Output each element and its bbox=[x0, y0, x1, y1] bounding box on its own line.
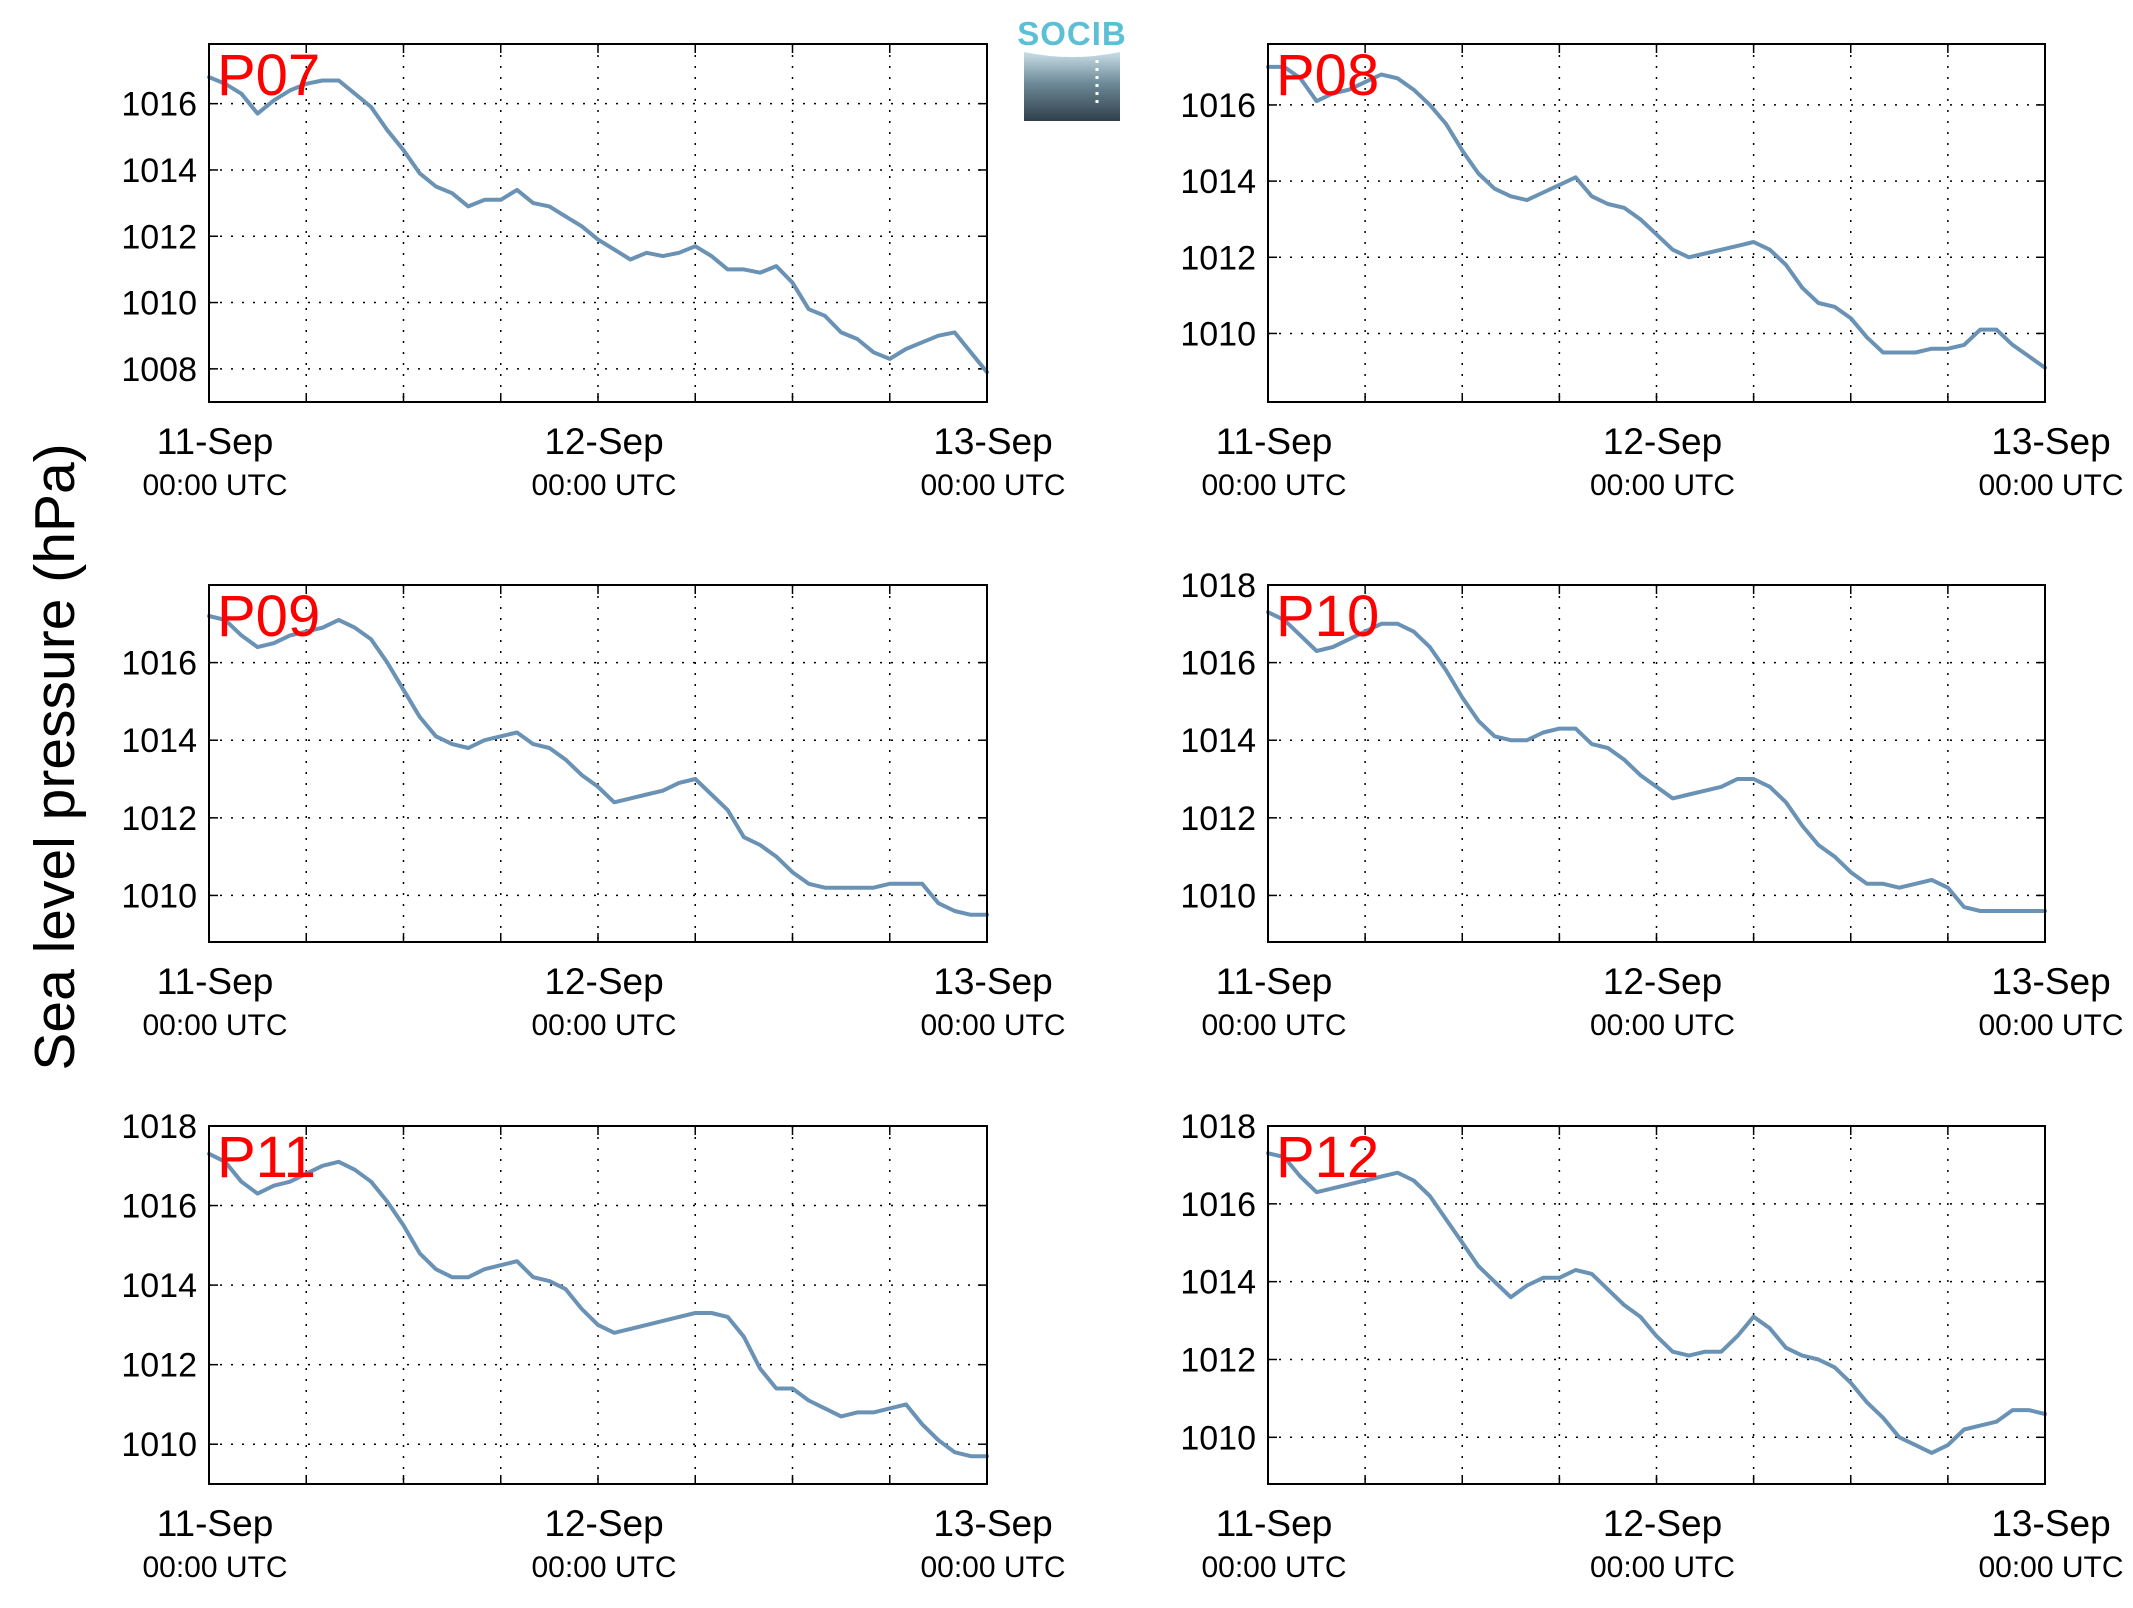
x-tick-date-label: 11-Sep bbox=[1216, 1503, 1333, 1544]
y-tick-label: 1012 bbox=[1180, 800, 1256, 838]
y-tick-label: 1016 bbox=[121, 1188, 197, 1226]
y-tick-label: 1018 bbox=[121, 1108, 197, 1146]
axes-frame bbox=[208, 1125, 988, 1485]
x-tick-time-label: 00:00 UTC bbox=[142, 469, 287, 502]
x-tick-time-label: 00:00 UTC bbox=[920, 1009, 1065, 1042]
logo-text: SOCIB bbox=[1017, 15, 1127, 52]
x-tick-time-label: 00:00 UTC bbox=[1590, 1009, 1735, 1042]
y-tick-label: 1018 bbox=[1180, 1108, 1256, 1146]
series-line-p09 bbox=[207, 614, 989, 917]
series-line-p10 bbox=[1266, 610, 2047, 913]
y-tick-label: 1010 bbox=[121, 877, 197, 915]
x-tick-date-label: 13-Sep bbox=[933, 421, 1052, 462]
axes-frame bbox=[208, 584, 988, 943]
y-tick-label: 1012 bbox=[1180, 1341, 1256, 1379]
y-tick-label: 1016 bbox=[1180, 645, 1256, 683]
panel-p09: 1010 1012 1014 1016 11-Sep 00:00 UTC 12-Sep 00:… bbox=[121, 584, 1066, 1042]
x-tick-date-label: 12-Sep bbox=[544, 421, 663, 462]
y-tick-label: 1014 bbox=[1180, 722, 1256, 760]
x-tick-time-label: 00:00 UTC bbox=[920, 1551, 1065, 1584]
y-tick-label: 1010 bbox=[121, 285, 197, 323]
x-tick-time-label: 00:00 UTC bbox=[1590, 1551, 1735, 1584]
panels: 1008 1010 1012 1014 1016 11-Sep 00:00 UTC 12-Se… bbox=[121, 43, 2124, 1584]
x-tick-time-label: 00:00 UTC bbox=[1201, 1009, 1346, 1042]
y-tick-label: 1014 bbox=[1180, 163, 1256, 201]
y-tick-label: 1014 bbox=[121, 722, 197, 760]
x-tick-time-label: 00:00 UTC bbox=[531, 469, 676, 502]
x-tick-time-label: 00:00 UTC bbox=[920, 469, 1065, 502]
y-axis-label: Sea level pressure (hPa) bbox=[23, 443, 87, 1070]
panel-label-p11: P11 bbox=[217, 1125, 316, 1190]
y-tick-label: 1010 bbox=[1180, 315, 1256, 353]
y-tick-label: 1016 bbox=[121, 645, 197, 683]
y-tick-label: 1012 bbox=[121, 800, 197, 838]
x-tick-date-label: 12-Sep bbox=[544, 961, 663, 1002]
series-line-p12 bbox=[1266, 1151, 2047, 1455]
x-tick-time-label: 00:00 UTC bbox=[1978, 1551, 2123, 1584]
panel-p11: 1010 1012 1014 1016 1018 11-Sep 00:00 UTC 12-Se… bbox=[121, 1108, 1065, 1584]
x-tick-date-label: 11-Sep bbox=[1216, 421, 1333, 462]
x-tick-time-label: 00:00 UTC bbox=[531, 1551, 676, 1584]
y-tick-label: 1010 bbox=[1180, 1419, 1256, 1457]
x-tick-date-label: 12-Sep bbox=[1603, 1503, 1722, 1544]
panel-p07: 1008 1010 1012 1014 1016 11-Sep 00:00 UTC 12-Se… bbox=[121, 43, 1066, 502]
y-tick-label: 1012 bbox=[1180, 239, 1256, 277]
panel-p12: 1010 1012 1014 1016 1018 11-Sep 00:00 UTC 12-Se… bbox=[1180, 1108, 2123, 1584]
x-tick-time-label: 00:00 UTC bbox=[142, 1551, 287, 1584]
y-tick-label: 1014 bbox=[121, 1267, 197, 1305]
x-tick-date-label: 11-Sep bbox=[157, 961, 274, 1002]
x-tick-date-label: 11-Sep bbox=[157, 1503, 274, 1544]
x-tick-date-label: 13-Sep bbox=[1991, 1503, 2110, 1544]
y-tick-label: 1010 bbox=[1180, 877, 1256, 915]
x-tick-date-label: 13-Sep bbox=[1991, 961, 2110, 1002]
x-tick-date-label: 13-Sep bbox=[933, 961, 1052, 1002]
axes-frame bbox=[208, 43, 988, 403]
x-tick-time-label: 00:00 UTC bbox=[1978, 1009, 2123, 1042]
panel-label-p12: P12 bbox=[1276, 1125, 1379, 1190]
panel-label-p10: P10 bbox=[1276, 584, 1379, 649]
panel-p08: 1010 1012 1014 1016 11-Sep 00:00 UTC 12-Sep 00:… bbox=[1180, 43, 2124, 502]
y-tick-label: 1016 bbox=[121, 86, 197, 124]
y-tick-label: 1012 bbox=[121, 1347, 197, 1385]
socib-logo: SOCIB bbox=[1017, 15, 1127, 121]
axes-frame bbox=[1267, 1125, 2046, 1485]
series-line-p11 bbox=[207, 1151, 989, 1459]
series-line-p07 bbox=[207, 75, 989, 375]
y-tick-label: 1018 bbox=[1180, 567, 1256, 605]
y-tick-label: 1010 bbox=[121, 1426, 197, 1464]
axes-frame bbox=[1267, 584, 2046, 943]
x-tick-time-label: 00:00 UTC bbox=[142, 1009, 287, 1042]
y-tick-label: 1016 bbox=[1180, 87, 1256, 125]
x-tick-time-label: 00:00 UTC bbox=[1978, 469, 2123, 502]
series-line-p08 bbox=[1266, 64, 2047, 370]
x-tick-date-label: 12-Sep bbox=[1603, 421, 1722, 462]
y-tick-label: 1016 bbox=[1180, 1186, 1256, 1224]
axes-frame bbox=[1267, 43, 2046, 403]
x-tick-date-label: 13-Sep bbox=[1991, 421, 2110, 462]
x-tick-time-label: 00:00 UTC bbox=[1201, 1551, 1346, 1584]
y-tick-label: 1014 bbox=[121, 152, 197, 190]
x-tick-date-label: 11-Sep bbox=[1216, 961, 1333, 1002]
x-tick-date-label: 11-Sep bbox=[157, 421, 274, 462]
x-tick-date-label: 12-Sep bbox=[1603, 961, 1722, 1002]
logo-mark bbox=[1024, 52, 1120, 121]
x-tick-date-label: 13-Sep bbox=[933, 1503, 1052, 1544]
panel-label-p08: P08 bbox=[1276, 43, 1379, 108]
panel-label-p07: P07 bbox=[217, 43, 320, 108]
y-tick-label: 1012 bbox=[121, 218, 197, 256]
panel-p10: 1010 1012 1014 1016 1018 11-Sep 00:00 UTC 12-Se… bbox=[1180, 567, 2123, 1042]
x-tick-time-label: 00:00 UTC bbox=[1201, 469, 1346, 502]
x-tick-time-label: 00:00 UTC bbox=[1590, 469, 1735, 502]
panel-label-p09: P09 bbox=[217, 584, 320, 649]
x-tick-time-label: 00:00 UTC bbox=[531, 1009, 676, 1042]
y-tick-label: 1014 bbox=[1180, 1264, 1256, 1302]
x-tick-date-label: 12-Sep bbox=[544, 1503, 663, 1544]
y-tick-label: 1008 bbox=[121, 351, 197, 389]
